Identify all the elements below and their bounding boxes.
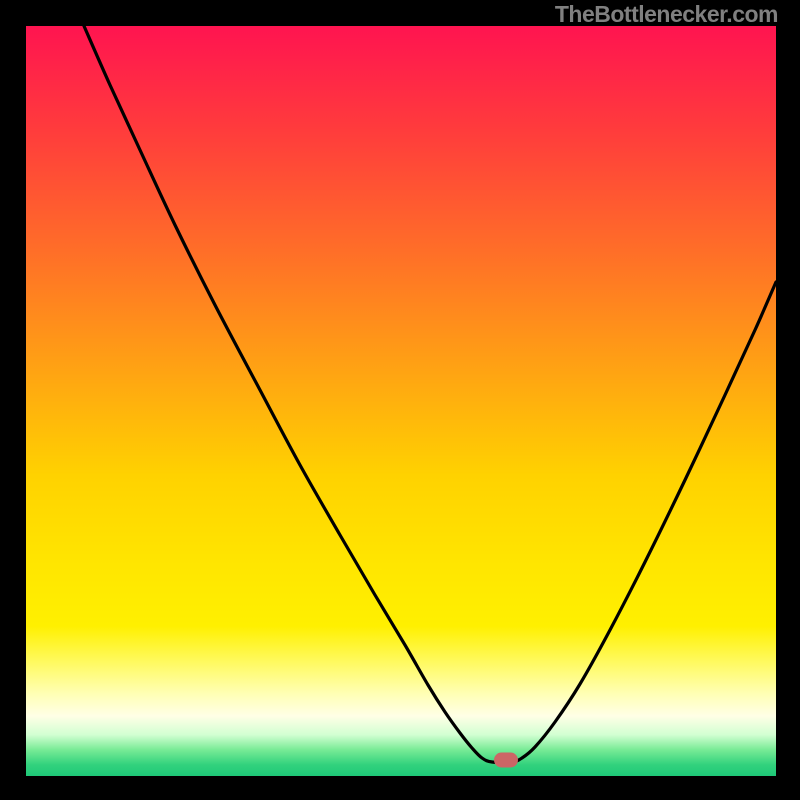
curve-layer	[26, 26, 776, 776]
watermark: TheBottlenecker.com	[555, 1, 778, 28]
plot-area	[26, 26, 776, 776]
bottleneck-curve	[84, 26, 776, 763]
chart-container: TheBottlenecker.com	[0, 0, 800, 800]
optimal-point-marker	[494, 753, 518, 768]
